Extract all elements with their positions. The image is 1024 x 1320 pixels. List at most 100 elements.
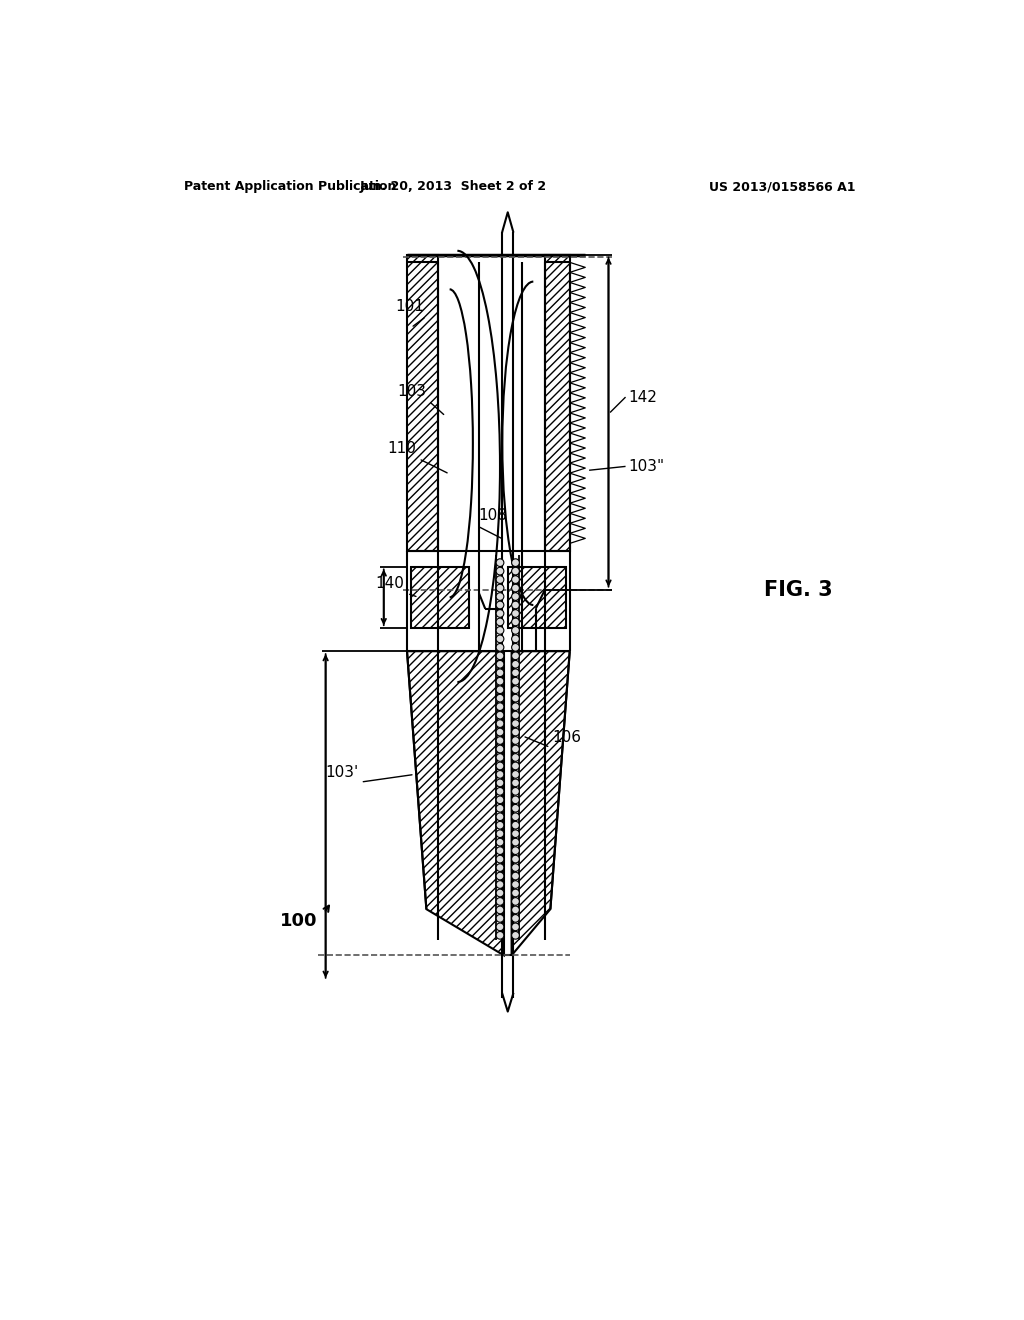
Circle shape xyxy=(496,576,504,583)
Circle shape xyxy=(512,880,519,888)
Circle shape xyxy=(496,873,504,880)
Circle shape xyxy=(496,686,504,693)
Circle shape xyxy=(512,830,519,838)
Circle shape xyxy=(512,796,519,804)
Circle shape xyxy=(512,593,519,601)
Text: Jun. 20, 2013  Sheet 2 of 2: Jun. 20, 2013 Sheet 2 of 2 xyxy=(360,181,547,194)
Circle shape xyxy=(496,754,504,762)
Circle shape xyxy=(512,686,519,693)
FancyBboxPatch shape xyxy=(508,566,566,628)
Circle shape xyxy=(512,737,519,744)
Circle shape xyxy=(496,771,504,779)
Circle shape xyxy=(512,585,519,591)
Circle shape xyxy=(512,677,519,685)
Circle shape xyxy=(512,855,519,863)
Circle shape xyxy=(512,729,519,737)
Circle shape xyxy=(512,576,519,583)
Text: 140: 140 xyxy=(376,576,404,591)
Circle shape xyxy=(512,813,519,821)
Circle shape xyxy=(512,669,519,677)
Circle shape xyxy=(512,744,519,752)
Circle shape xyxy=(496,601,504,609)
Circle shape xyxy=(496,729,504,737)
Circle shape xyxy=(496,932,504,940)
Circle shape xyxy=(512,915,519,923)
Circle shape xyxy=(496,906,504,913)
Polygon shape xyxy=(512,651,569,956)
Circle shape xyxy=(512,694,519,702)
Circle shape xyxy=(512,821,519,829)
Circle shape xyxy=(496,923,504,931)
Circle shape xyxy=(496,847,504,854)
Circle shape xyxy=(496,711,504,719)
Circle shape xyxy=(496,898,504,906)
Circle shape xyxy=(512,558,519,566)
Circle shape xyxy=(496,880,504,888)
Circle shape xyxy=(512,652,519,660)
Circle shape xyxy=(512,610,519,618)
Circle shape xyxy=(512,762,519,770)
Circle shape xyxy=(496,855,504,863)
Circle shape xyxy=(512,804,519,812)
Circle shape xyxy=(496,702,504,710)
Circle shape xyxy=(496,838,504,846)
Circle shape xyxy=(496,762,504,770)
Circle shape xyxy=(496,890,504,896)
Text: 108: 108 xyxy=(478,508,507,524)
Circle shape xyxy=(496,618,504,626)
Circle shape xyxy=(496,744,504,752)
Circle shape xyxy=(496,677,504,685)
Circle shape xyxy=(512,702,519,710)
Circle shape xyxy=(496,788,504,795)
Circle shape xyxy=(512,906,519,913)
Circle shape xyxy=(496,694,504,702)
Circle shape xyxy=(512,863,519,871)
Circle shape xyxy=(496,558,504,566)
Bar xyxy=(407,255,438,552)
Text: 106: 106 xyxy=(552,730,581,744)
Text: 101: 101 xyxy=(395,298,424,314)
Circle shape xyxy=(496,915,504,923)
Circle shape xyxy=(512,890,519,896)
Circle shape xyxy=(496,830,504,838)
Polygon shape xyxy=(407,651,504,956)
Circle shape xyxy=(512,660,519,668)
Circle shape xyxy=(512,771,519,779)
Circle shape xyxy=(512,635,519,643)
Circle shape xyxy=(496,644,504,651)
Circle shape xyxy=(512,788,519,795)
Circle shape xyxy=(496,585,504,591)
Circle shape xyxy=(512,873,519,880)
Circle shape xyxy=(496,719,504,727)
Text: 103: 103 xyxy=(397,384,426,399)
Circle shape xyxy=(496,635,504,643)
Circle shape xyxy=(496,779,504,787)
Text: 103": 103" xyxy=(628,459,664,474)
Text: 142: 142 xyxy=(628,389,656,405)
Text: FIG. 3: FIG. 3 xyxy=(764,579,833,599)
Circle shape xyxy=(512,779,519,787)
Text: 100: 100 xyxy=(281,912,317,929)
Circle shape xyxy=(496,660,504,668)
Circle shape xyxy=(496,627,504,635)
Circle shape xyxy=(512,932,519,940)
Circle shape xyxy=(496,610,504,618)
Circle shape xyxy=(512,847,519,854)
Circle shape xyxy=(512,627,519,635)
Circle shape xyxy=(496,796,504,804)
Circle shape xyxy=(512,601,519,609)
Circle shape xyxy=(496,652,504,660)
FancyBboxPatch shape xyxy=(411,566,469,628)
Circle shape xyxy=(512,618,519,626)
Circle shape xyxy=(512,923,519,931)
Text: 103': 103' xyxy=(326,764,359,780)
Circle shape xyxy=(496,863,504,871)
Circle shape xyxy=(496,813,504,821)
Text: US 2013/0158566 A1: US 2013/0158566 A1 xyxy=(710,181,856,194)
Circle shape xyxy=(496,737,504,744)
Circle shape xyxy=(512,719,519,727)
Circle shape xyxy=(496,568,504,576)
Circle shape xyxy=(512,898,519,906)
Circle shape xyxy=(512,838,519,846)
Text: 110: 110 xyxy=(387,441,417,457)
